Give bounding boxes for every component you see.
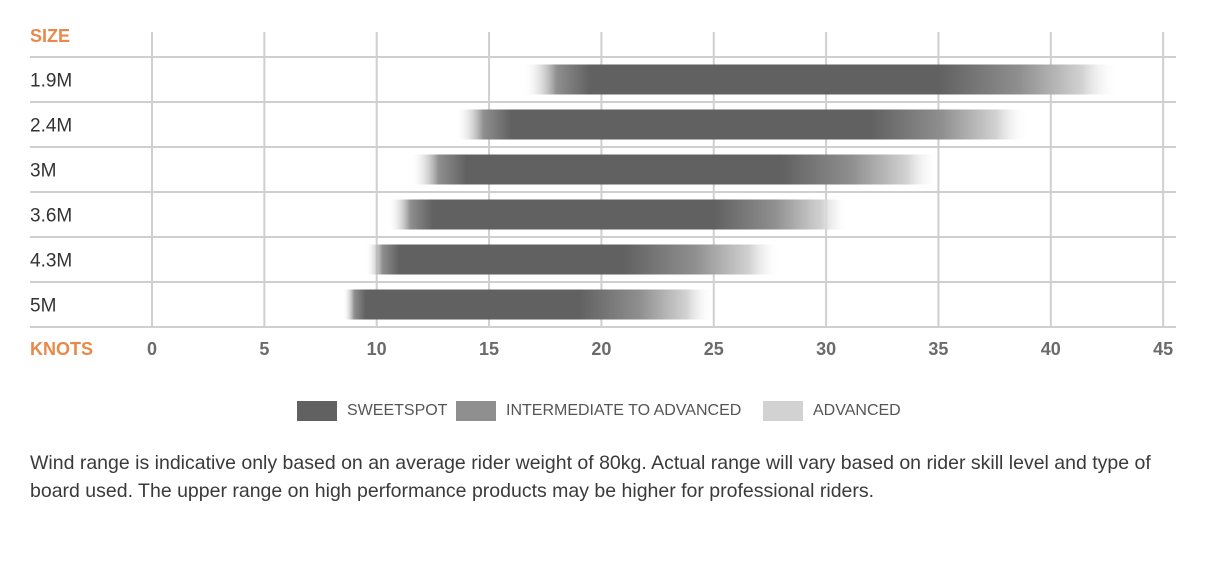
legend-label-intermediate: INTERMEDIATE TO ADVANCED <box>506 402 742 419</box>
legend-swatch-intermediate <box>456 401 496 421</box>
knots-tick-label: 10 <box>367 339 387 359</box>
range-bar-4-3m <box>365 244 782 275</box>
knots-axis-header: KNOTS <box>30 339 93 359</box>
size-label: 3.6M <box>30 206 72 227</box>
knots-tick-label: 30 <box>816 339 836 359</box>
size-label: 1.9M <box>30 71 72 92</box>
size-axis-header: SIZE <box>30 26 70 46</box>
labels: SIZE KNOTS 1.9M 2.4M 3M 3.6M 4.3M 5M 0 5 10 15 20 25 3… <box>30 26 1173 359</box>
knots-tick-label: 40 <box>1041 339 1061 359</box>
size-label: 3M <box>30 161 56 182</box>
knots-tick-label: 25 <box>704 339 724 359</box>
range-bar-1-9m <box>522 64 1119 95</box>
legend-swatch-advanced <box>763 401 803 421</box>
range-bar-2-4m <box>455 109 1029 140</box>
knots-tick-label: 45 <box>1153 339 1173 359</box>
knots-tick-label: 15 <box>479 339 499 359</box>
legend-label-advanced: ADVANCED <box>813 402 901 419</box>
range-bar-3-6m <box>387 199 849 230</box>
range-bars <box>342 64 1119 320</box>
knots-tick-label: 20 <box>591 339 611 359</box>
size-label: 4.3M <box>30 251 72 272</box>
knots-tick-label: 0 <box>147 339 157 359</box>
legend-label-sweetspot: SWEETSPOT <box>347 402 448 419</box>
wind-range-note: Wind range is indicative only based on a… <box>30 452 1151 502</box>
knots-tick-label: 5 <box>259 339 269 359</box>
wind-range-chart: SIZE KNOTS 1.9M 2.4M 3M 3.6M 4.3M 5M 0 5 10 15 20 25 3… <box>30 26 1176 359</box>
size-label: 5M <box>30 296 56 317</box>
knots-tick-label: 35 <box>928 339 948 359</box>
legend: SWEETSPOT INTERMEDIATE TO ADVANCED ADVAN… <box>0 401 1210 425</box>
legend-swatch-sweetspot <box>297 401 337 421</box>
range-bar-5m <box>342 289 714 320</box>
range-bar-3m <box>410 154 939 185</box>
size-label: 2.4M <box>30 116 72 137</box>
